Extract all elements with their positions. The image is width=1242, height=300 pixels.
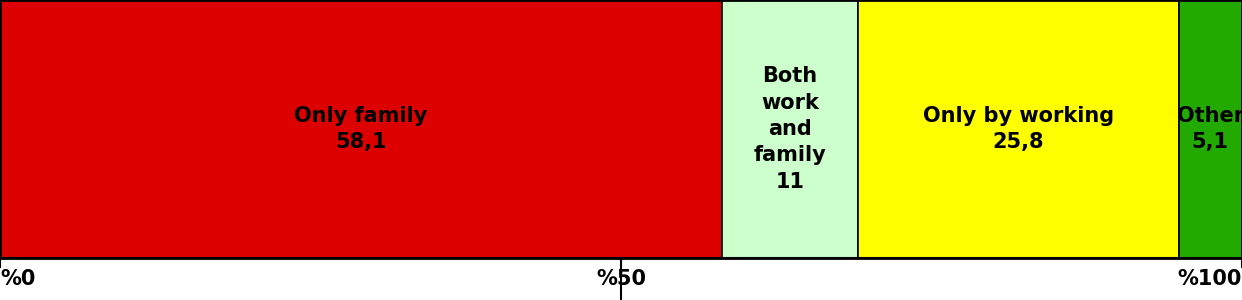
Text: Only by working
25,8: Only by working 25,8: [923, 106, 1114, 152]
Bar: [722, 0, 858, 258]
Text: %50: %50: [596, 269, 646, 289]
Text: %0: %0: [0, 269, 35, 289]
Bar: [858, 0, 1179, 258]
Bar: [0, 0, 722, 258]
Text: Only family
58,1: Only family 58,1: [294, 106, 427, 152]
Text: %100: %100: [1177, 269, 1242, 289]
Bar: [0, 0, 1242, 258]
Text: Both
work
and
family
11: Both work and family 11: [754, 66, 826, 192]
Text: Other
5,1: Other 5,1: [1176, 106, 1242, 152]
Bar: [1179, 0, 1242, 258]
